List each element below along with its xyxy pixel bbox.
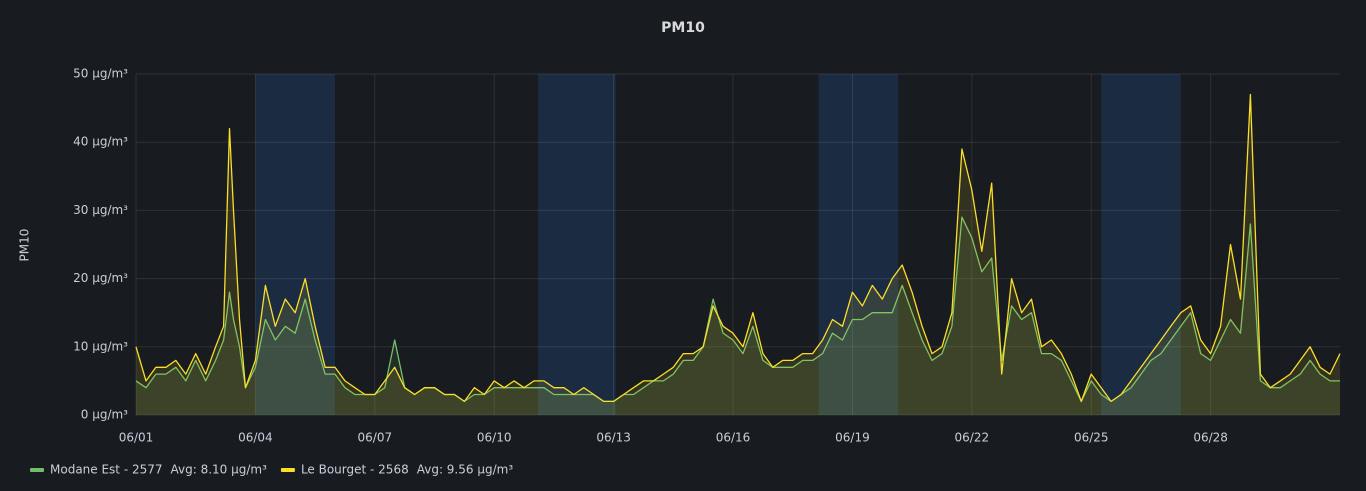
y-tick-label: 0 µg/m³ — [81, 408, 128, 422]
x-tick-label: 06/28 — [1193, 431, 1228, 445]
y-tick-label: 40 µg/m³ — [73, 135, 128, 149]
y-tick-label: 20 µg/m³ — [73, 271, 128, 285]
time-region — [818, 74, 899, 415]
legend-swatch — [30, 468, 44, 472]
legend-swatch — [280, 468, 295, 472]
y-tick-label: 50 µg/m³ — [73, 67, 128, 81]
y-tick-label: 10 µg/m³ — [73, 339, 128, 353]
x-tick-label: 06/10 — [477, 431, 512, 445]
y-tick-label: 30 µg/m³ — [73, 203, 128, 217]
series-line — [135, 216, 1340, 403]
chart-title: PM10 — [661, 20, 705, 36]
series-area — [136, 217, 1340, 415]
legend-item: Modane Est - 2577 Avg: 8.10 µg/m³ — [30, 463, 267, 477]
x-tick-label: 06/25 — [1074, 431, 1109, 445]
x-tick-label: 06/19 — [835, 431, 870, 445]
legend-avg: Avg: 8.10 µg/m³ — [171, 463, 268, 477]
x-tick-label: 06/04 — [238, 431, 273, 445]
legend-avg: Avg: 9.56 µg/m³ — [417, 463, 514, 477]
y-axis-label: PM10 — [18, 229, 32, 262]
legend-label: Modane Est - 2577 — [50, 463, 163, 477]
legend-label: Le Bourget - 2568 — [301, 463, 409, 477]
x-tick-label: 06/07 — [358, 431, 393, 445]
x-tick-label: 06/16 — [716, 431, 751, 445]
x-tick-label: 06/22 — [955, 431, 990, 445]
time-region — [1101, 74, 1181, 415]
legend-item: Le Bourget - 2568 Avg: 9.56 µg/m³ — [280, 463, 514, 477]
series-line — [135, 93, 1341, 403]
time-region — [537, 74, 616, 415]
x-tick-label: 06/01 — [119, 431, 154, 445]
time-region — [255, 74, 336, 415]
x-tick-label: 06/13 — [596, 431, 631, 445]
